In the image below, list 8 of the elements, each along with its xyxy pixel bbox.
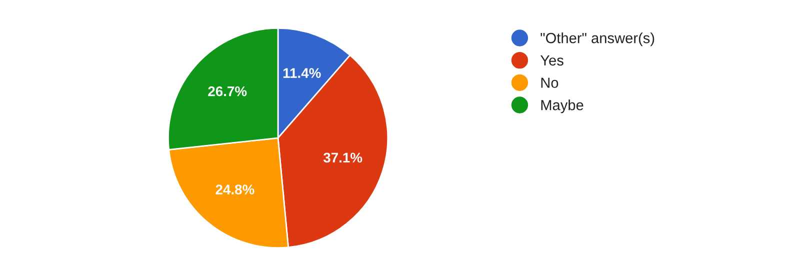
data-label: 37.1% — [323, 152, 362, 163]
data-label: 24.8% — [216, 184, 254, 194]
data-label: 11.4% — [283, 68, 321, 78]
data-label: 26.7% — [208, 86, 247, 96]
legend-label: Yes — [540, 55, 564, 66]
legend-label: Maybe — [541, 100, 584, 114]
legend-label: No — [541, 78, 558, 88]
legend-label: "Other" answer(s) — [540, 32, 654, 46]
